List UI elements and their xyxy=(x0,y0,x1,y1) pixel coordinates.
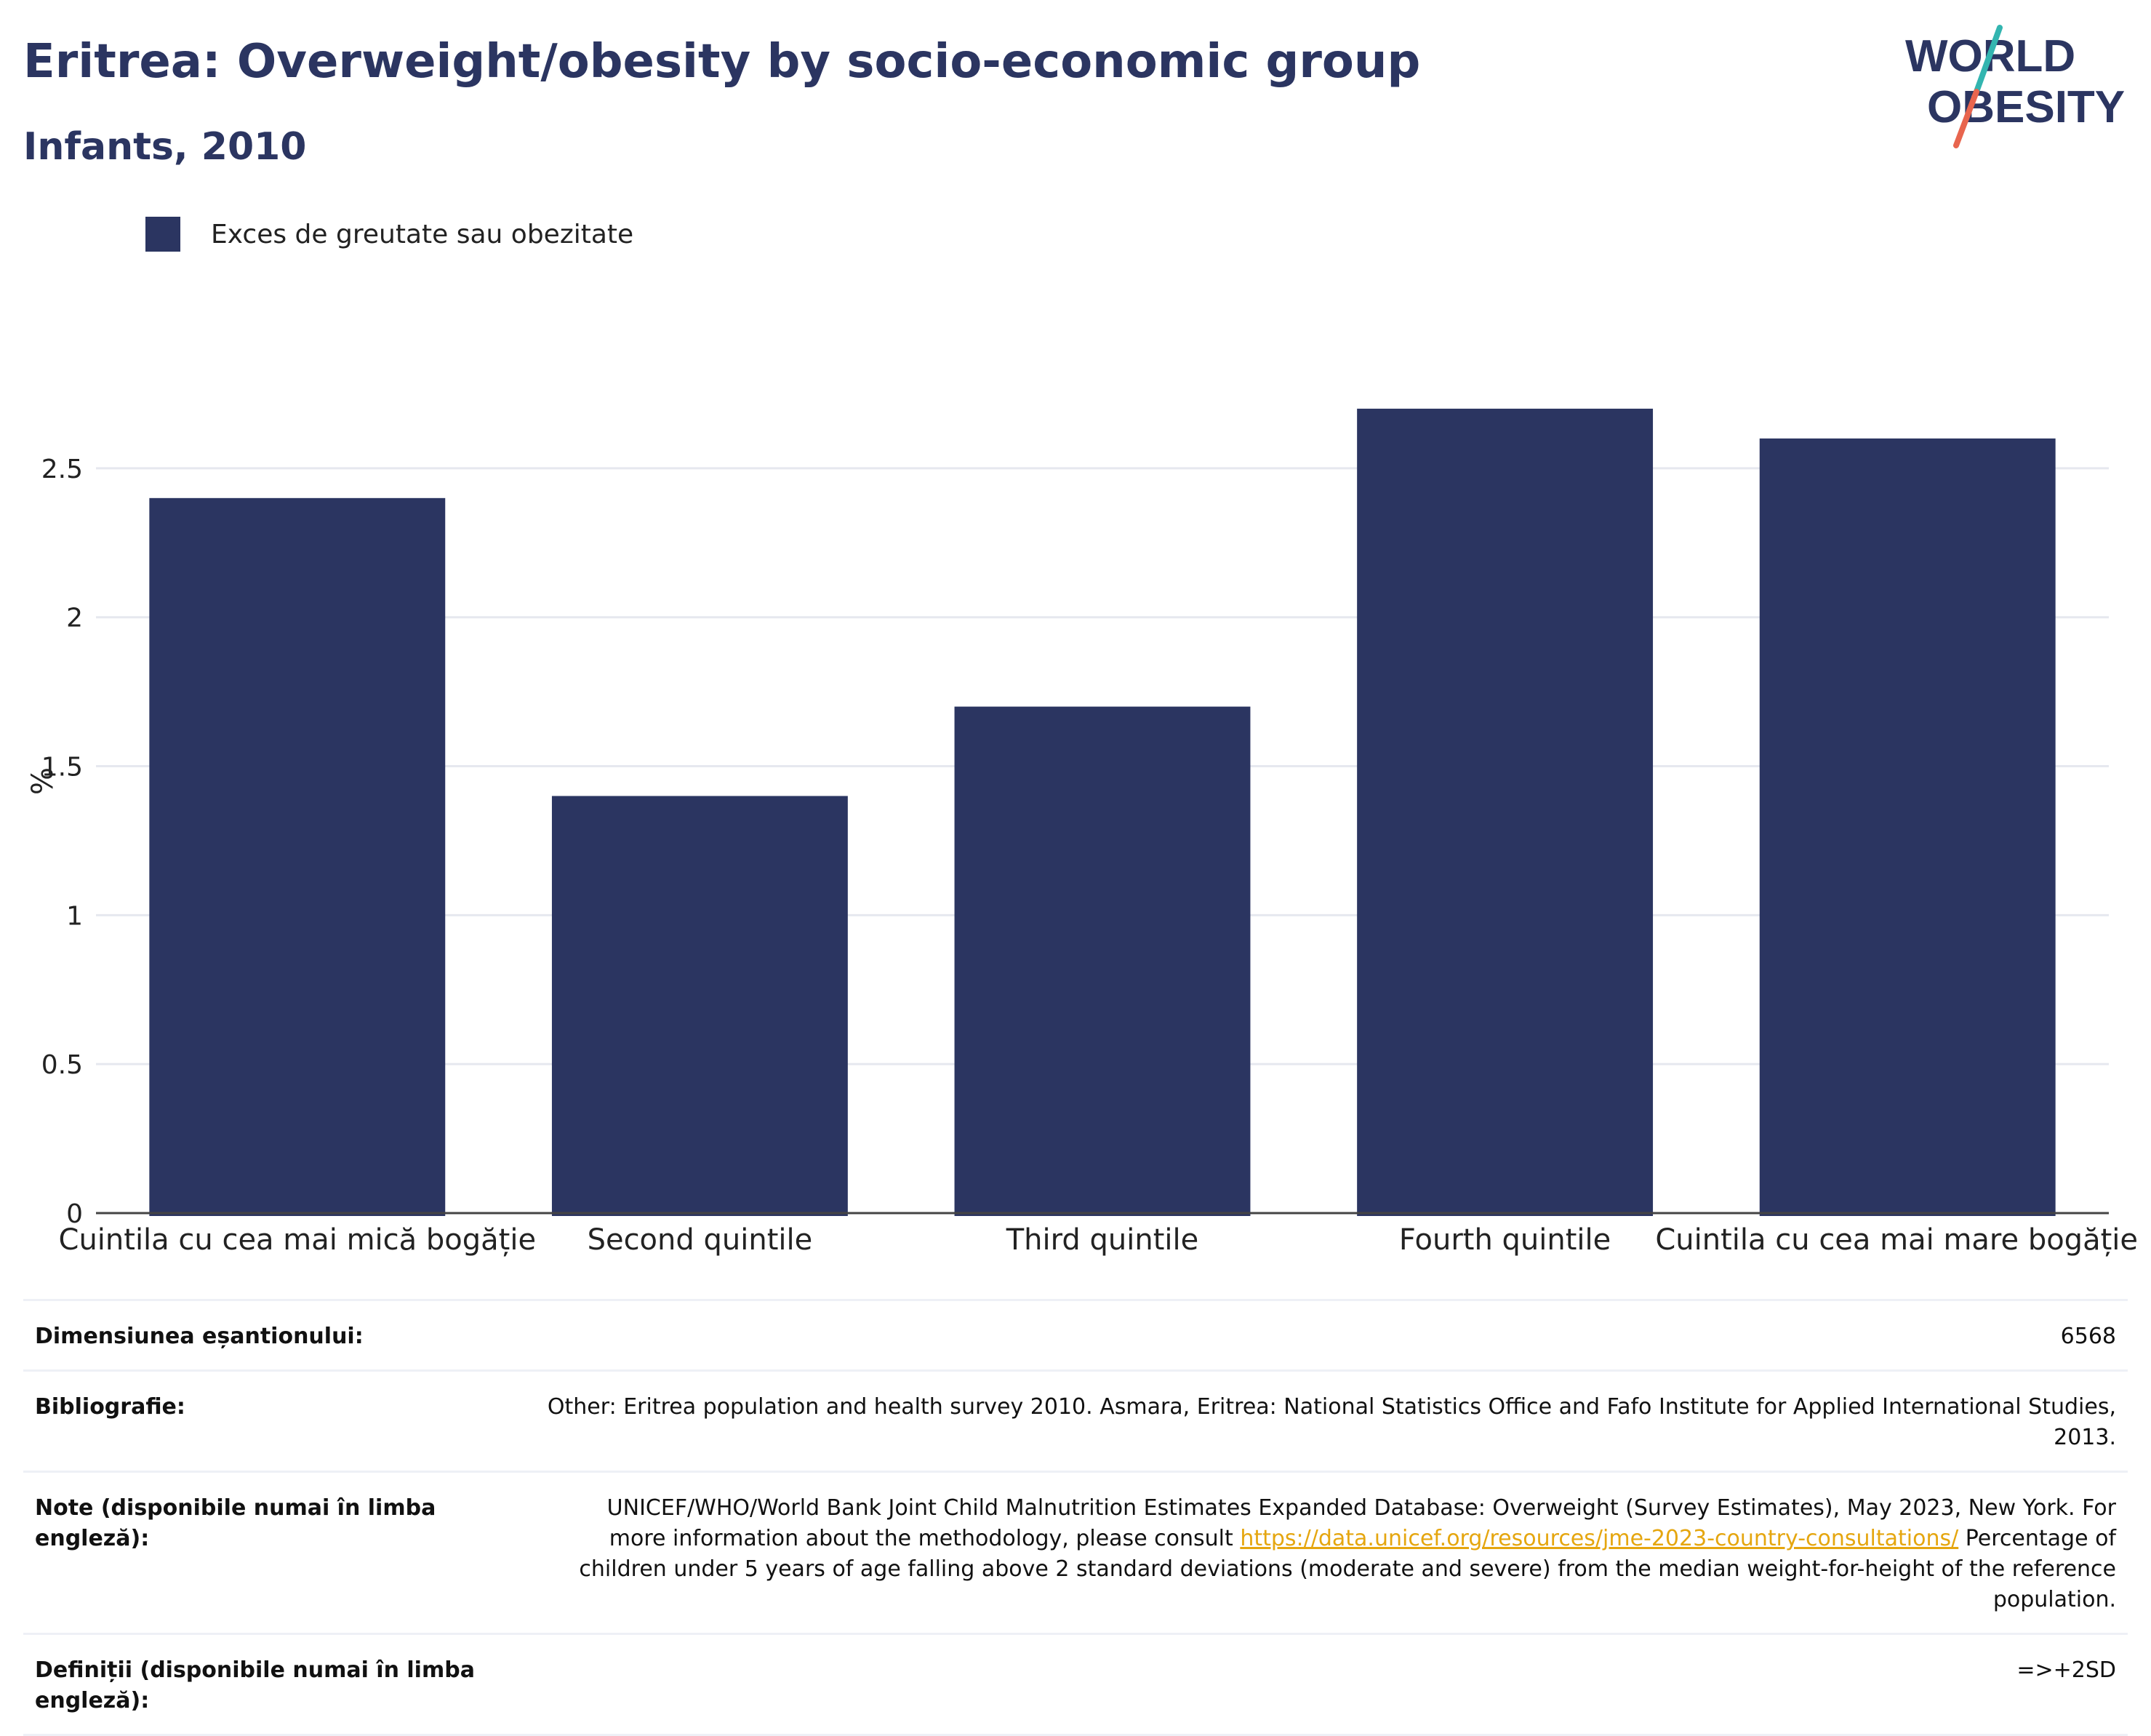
bar xyxy=(1759,438,2056,1217)
x-tick-label: Second quintile xyxy=(588,1223,813,1257)
metadata-table: Dimensiunea eșantionului: 6568 Bibliogra… xyxy=(23,1299,2128,1736)
logo-slash-teal xyxy=(1974,25,2003,95)
y-tick-label: 1 xyxy=(66,901,83,931)
sample-size-label: Dimensiunea eșantionului: xyxy=(35,1324,364,1349)
y-axis-label: % xyxy=(26,767,60,795)
y-tick-label: 2.5 xyxy=(41,455,83,484)
x-tick-label: Cuintila cu cea mai mică bogăție xyxy=(59,1223,537,1257)
logo-slash-coral xyxy=(1953,89,1979,148)
meta-row-sample-size: Dimensiunea eșantionului: 6568 xyxy=(23,1299,2128,1369)
notes-value: UNICEF/WHO/World Bank Joint Child Malnut… xyxy=(545,1493,2116,1615)
y-tick-label: 0 xyxy=(66,1199,83,1229)
y-tick-label: 1.5 xyxy=(41,753,83,783)
chart-title: Eritrea: Overweight/obesity by socio-eco… xyxy=(23,35,1421,89)
notes-text-before: UNICEF/WHO/World Bank Joint Child Malnut… xyxy=(606,1495,2116,1551)
x-tick-label: Third quintile xyxy=(1006,1223,1198,1257)
legend-swatch xyxy=(145,217,180,252)
meta-row-notes: Note (disponibile numai în limba engleză… xyxy=(23,1471,2128,1633)
bibliography-label: Bibliografie: xyxy=(35,1394,185,1420)
meta-row-bibliography: Bibliografie: Other: Eritrea population … xyxy=(23,1369,2128,1471)
y-tick-label: 0.5 xyxy=(41,1050,83,1080)
notes-label: Note (disponibile numai în limba engleză… xyxy=(35,1495,436,1551)
bar xyxy=(1357,408,1654,1216)
bar xyxy=(551,796,848,1216)
legend-label: Exces de greutate sau obezitate xyxy=(211,219,634,249)
bar xyxy=(149,497,446,1216)
chart-subtitle: Infants, 2010 xyxy=(23,125,307,169)
chart-legend[interactable]: Exces de greutate sau obezitate xyxy=(145,217,633,252)
x-tick-label: Cuintila cu cea mai mare bogăție xyxy=(1655,1223,2138,1257)
bibliography-value: Other: Eritrea population and health sur… xyxy=(547,1394,2116,1450)
definitions-label: Definiții (disponibile numai în limba en… xyxy=(35,1657,475,1713)
x-tick-label: Fourth quintile xyxy=(1399,1223,1611,1257)
sample-size-value: 6568 xyxy=(2060,1324,2116,1349)
world-obesity-logo: WORLD OBESITY xyxy=(1905,25,2125,148)
bar-chart: 0 0.5 1 1.5 2 2.5% Cuintila cu cea mai mică bo… xyxy=(26,408,2138,1257)
definitions-value: =>+2SD xyxy=(2016,1657,2116,1683)
notes-link[interactable]: https://data.unicef.org/resources/jme-20… xyxy=(1240,1526,1959,1551)
notes-text-after: Percentage of children under 5 years of … xyxy=(579,1526,2116,1612)
y-tick-label: 2 xyxy=(66,604,83,633)
meta-row-definitions: Definiții (disponibile numai în limba en… xyxy=(23,1633,2128,1736)
logo-word-obesity: OBESITY xyxy=(1927,82,2125,132)
bar xyxy=(954,706,1251,1216)
